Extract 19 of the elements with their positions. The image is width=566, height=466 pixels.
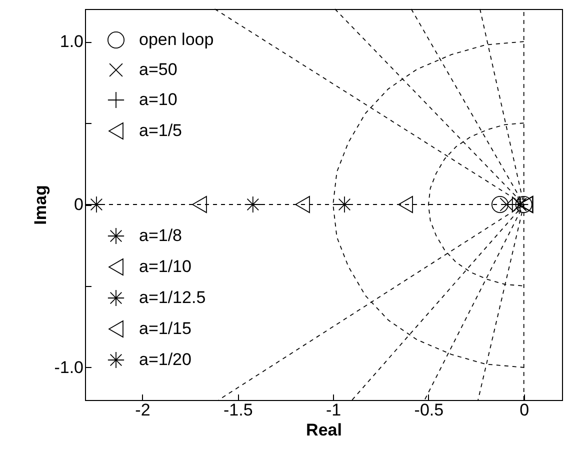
x-tick-label: -1.5: [223, 400, 253, 420]
legend-label: a=1/12.5: [139, 288, 206, 307]
legend-label: open loop: [139, 30, 214, 49]
legend-label: a=50: [139, 60, 178, 79]
legend-label: a=1/10: [139, 257, 192, 276]
y-tick-label: 1.0: [60, 32, 84, 52]
legend-label: a=1/15: [139, 319, 192, 338]
legend-label: a=1/8: [139, 226, 182, 245]
x-tick-label: -2: [135, 400, 150, 420]
y-tick-label: -1.0: [54, 358, 84, 377]
y-axis-title: Imag: [31, 185, 50, 225]
y-tick-label: 0: [74, 195, 84, 214]
x-tick-label: -1: [326, 400, 342, 420]
x-axis-title: Real: [306, 420, 342, 440]
x-tick-label: 0: [520, 400, 530, 420]
x-tick-label: -0.5: [414, 400, 444, 420]
legend-label: a=1/5: [139, 121, 182, 140]
legend-label: a=10: [139, 90, 178, 109]
legend-label: a=1/20: [139, 350, 192, 369]
